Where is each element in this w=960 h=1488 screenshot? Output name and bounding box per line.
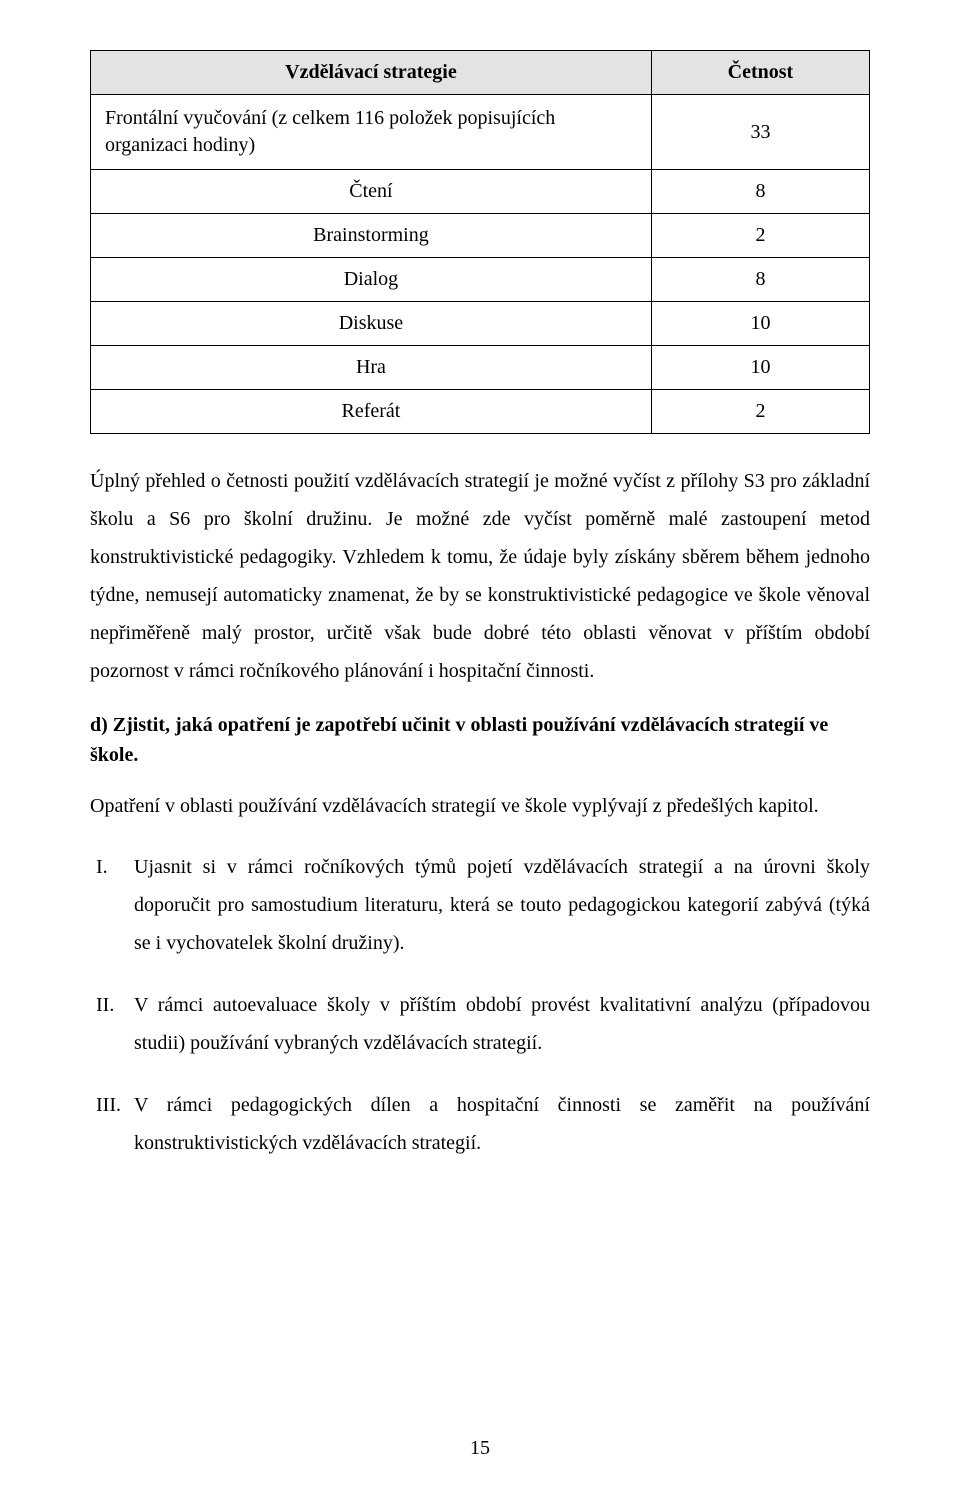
- page: Vzdělávací strategie Četnost Frontální v…: [0, 0, 960, 1488]
- table-cell-label: Čtení: [91, 170, 652, 214]
- list-item-text: Ujasnit si v rámci ročníkových týmů poje…: [134, 856, 870, 954]
- table-row: Diskuse 10: [91, 302, 870, 346]
- table-cell-label: Dialog: [91, 258, 652, 302]
- list-item: III. V rámci pedagogických dílen a hospi…: [90, 1086, 870, 1162]
- paragraph-intro: Opatření v oblasti používání vzdělávacíc…: [90, 790, 870, 822]
- table-cell-value: 2: [651, 214, 869, 258]
- table-row: Frontální vyučování (z celkem 116 polože…: [91, 95, 870, 170]
- list-item-text: V rámci pedagogických dílen a hospitační…: [134, 1094, 870, 1154]
- paragraph-overview: Úplný přehled o četnosti použití vzděláv…: [90, 462, 870, 690]
- table-cell-value: 10: [651, 302, 869, 346]
- table-cell-value: 8: [651, 258, 869, 302]
- table-cell-label: Referát: [91, 390, 652, 434]
- list-item-number: I.: [96, 848, 108, 886]
- heading-d: d) Zjistit, jaká opatření je zapotřebí u…: [90, 710, 870, 770]
- table-cell-label: Brainstorming: [91, 214, 652, 258]
- table-row: Referát 2: [91, 390, 870, 434]
- table-cell-value: 33: [651, 95, 869, 170]
- list-item-number: III.: [96, 1086, 121, 1124]
- table-cell-value: 8: [651, 170, 869, 214]
- page-number: 15: [0, 1437, 960, 1460]
- table-row: Čtení 8: [91, 170, 870, 214]
- list-item-number: II.: [96, 986, 114, 1024]
- table-row: Brainstorming 2: [91, 214, 870, 258]
- measures-list: I. Ujasnit si v rámci ročníkových týmů p…: [90, 848, 870, 1162]
- table-cell-value: 2: [651, 390, 869, 434]
- table-cell-label: Frontální vyučování (z celkem 116 polože…: [91, 95, 652, 170]
- table-header-right: Četnost: [651, 51, 869, 95]
- table-cell-label: Hra: [91, 346, 652, 390]
- table-header-row: Vzdělávací strategie Četnost: [91, 51, 870, 95]
- table-header-left: Vzdělávací strategie: [91, 51, 652, 95]
- list-item: I. Ujasnit si v rámci ročníkových týmů p…: [90, 848, 870, 962]
- table-cell-label: Diskuse: [91, 302, 652, 346]
- list-item: II. V rámci autoevaluace školy v příštím…: [90, 986, 870, 1062]
- table-row: Dialog 8: [91, 258, 870, 302]
- table-cell-value: 10: [651, 346, 869, 390]
- table-row: Hra 10: [91, 346, 870, 390]
- strategies-table: Vzdělávací strategie Četnost Frontální v…: [90, 50, 870, 434]
- list-item-text: V rámci autoevaluace školy v příštím obd…: [134, 994, 870, 1054]
